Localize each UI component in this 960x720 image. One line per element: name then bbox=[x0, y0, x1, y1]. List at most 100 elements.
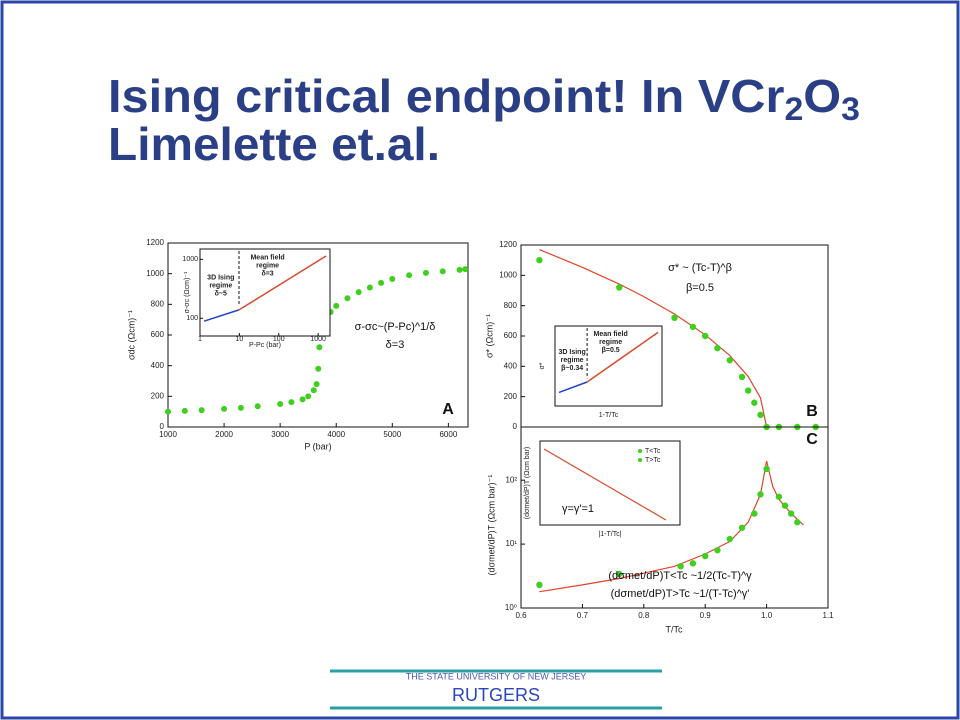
data-point bbox=[689, 560, 697, 567]
data-point bbox=[714, 344, 721, 352]
inset-fit bbox=[543, 448, 667, 521]
annotation: (dσmet/dP)T<Tc ~1/2(Tc-T)^γ bbox=[608, 570, 752, 582]
inset-x-tick-label: 1000 bbox=[310, 336, 326, 343]
x-axis-label: T/Tc bbox=[666, 624, 683, 634]
data-point bbox=[288, 399, 295, 406]
inset-x-tick-label: 100 bbox=[273, 336, 285, 343]
regime-label: δ~5 bbox=[215, 291, 227, 298]
data-point bbox=[221, 405, 228, 412]
data-point bbox=[775, 493, 783, 500]
inset-y-label: (dσmet/dP)T (Ωcm bar) bbox=[524, 447, 531, 519]
data-point bbox=[198, 407, 205, 414]
y-tick-label: 800 bbox=[151, 299, 165, 308]
y-tick-label: 10² bbox=[505, 475, 517, 484]
y-tick-label: 1000 bbox=[146, 269, 164, 278]
x-tick-label: 1000 bbox=[159, 430, 177, 439]
inset-y-label: σ-σc (Ωcm)⁻¹ bbox=[184, 271, 191, 313]
y-tick-label: 200 bbox=[151, 391, 165, 400]
data-point bbox=[616, 284, 623, 291]
y-tick-label: 1000 bbox=[499, 270, 517, 279]
data-point bbox=[333, 302, 340, 309]
data-point bbox=[738, 524, 746, 531]
data-point bbox=[677, 563, 684, 570]
y-tick-label: 400 bbox=[504, 361, 518, 370]
data-point bbox=[254, 403, 261, 410]
data-point bbox=[744, 387, 752, 394]
data-point bbox=[310, 387, 317, 394]
legend-label: T>Tc bbox=[645, 457, 661, 464]
x-tick-label: 0.9 bbox=[700, 611, 712, 620]
legend-marker bbox=[638, 449, 642, 453]
data-point bbox=[714, 547, 721, 554]
data-point bbox=[439, 268, 446, 275]
meanfield-fit bbox=[238, 255, 327, 311]
x-tick-label: 0.6 bbox=[515, 611, 527, 620]
data-point bbox=[794, 519, 801, 526]
meanfield-fit bbox=[586, 331, 659, 383]
y-tick-label: 600 bbox=[504, 331, 518, 340]
regime-label: δ=3 bbox=[261, 271, 273, 278]
x-tick-label: 2000 bbox=[215, 430, 233, 439]
data-point bbox=[389, 276, 396, 283]
ising-fit bbox=[558, 381, 588, 394]
annotation: σ-σc~(P-Pc)^1/δ bbox=[355, 321, 436, 333]
y-axis-label: σ* (Ωcm)⁻¹ bbox=[484, 314, 494, 358]
fit-line bbox=[539, 249, 768, 428]
title-subscript: 3 bbox=[841, 91, 860, 127]
regime-label: regime bbox=[599, 339, 622, 346]
plot-frame bbox=[520, 426, 829, 609]
data-point bbox=[313, 381, 320, 388]
title-line-1: Ising critical endpoint! In VCr 2O3 bbox=[108, 70, 860, 127]
x-tick-label: 0.7 bbox=[577, 611, 589, 620]
inset-frame bbox=[539, 440, 681, 526]
y-axis-label: σdc (Ωcm)⁻¹ bbox=[126, 310, 136, 360]
panel-label: A bbox=[442, 401, 454, 418]
y-tick-label: 10¹ bbox=[505, 539, 517, 548]
data-point bbox=[366, 284, 373, 291]
data-point bbox=[616, 570, 623, 578]
data-point bbox=[738, 373, 746, 381]
regime-label: 3D Ising bbox=[207, 275, 234, 282]
data-point bbox=[536, 581, 543, 589]
y-tick-label: 400 bbox=[151, 361, 165, 370]
inset-annotation: γ=γ'=1 bbox=[562, 503, 594, 515]
regime-label: Mean field bbox=[250, 255, 284, 262]
annotation: σ* ~ (Tc-T)^β bbox=[668, 262, 732, 274]
inset-x-label: |1-T/Tc| bbox=[598, 531, 621, 538]
data-point bbox=[422, 269, 429, 276]
x-tick-label: 1.1 bbox=[822, 611, 834, 620]
inset-frame bbox=[554, 325, 663, 407]
y-tick-label: 0 bbox=[513, 422, 518, 431]
x-tick-label: 5000 bbox=[383, 430, 401, 439]
legend-marker bbox=[638, 458, 642, 462]
y-tick-label: 0 bbox=[160, 422, 165, 431]
data-point bbox=[165, 408, 171, 415]
data-point bbox=[456, 266, 463, 273]
y-tick-label: 1200 bbox=[146, 238, 164, 247]
inset-x-tick-label: 1 bbox=[198, 336, 202, 343]
data-point bbox=[536, 256, 543, 264]
panel-label: C bbox=[806, 431, 818, 448]
data-point bbox=[726, 535, 733, 543]
ising-fit bbox=[203, 309, 240, 322]
y-axis-label: (dσmet/dP)T (Ωcm bar)⁻¹ bbox=[486, 475, 496, 576]
regime-label: regime bbox=[209, 283, 232, 290]
data-point bbox=[751, 510, 758, 517]
legend-label: T<Tc bbox=[645, 448, 661, 455]
inset-x-tick-label: 10 bbox=[235, 336, 243, 343]
data-point bbox=[299, 396, 306, 403]
regime-label: regime bbox=[561, 357, 584, 364]
regime-label: Mean field bbox=[594, 331, 628, 338]
panel-label: B bbox=[806, 403, 818, 420]
inset-x-label: 1-T/Tc bbox=[599, 412, 619, 419]
x-tick-label: 0.8 bbox=[638, 611, 650, 620]
x-axis-label: P (bar) bbox=[304, 441, 331, 451]
data-point bbox=[406, 272, 413, 279]
regime-label: 3D Ising bbox=[559, 349, 586, 356]
title-text: O bbox=[803, 70, 841, 122]
data-point bbox=[751, 399, 758, 406]
x-tick-label: 3000 bbox=[271, 430, 289, 439]
data-point bbox=[689, 323, 697, 331]
data-point bbox=[181, 407, 188, 414]
